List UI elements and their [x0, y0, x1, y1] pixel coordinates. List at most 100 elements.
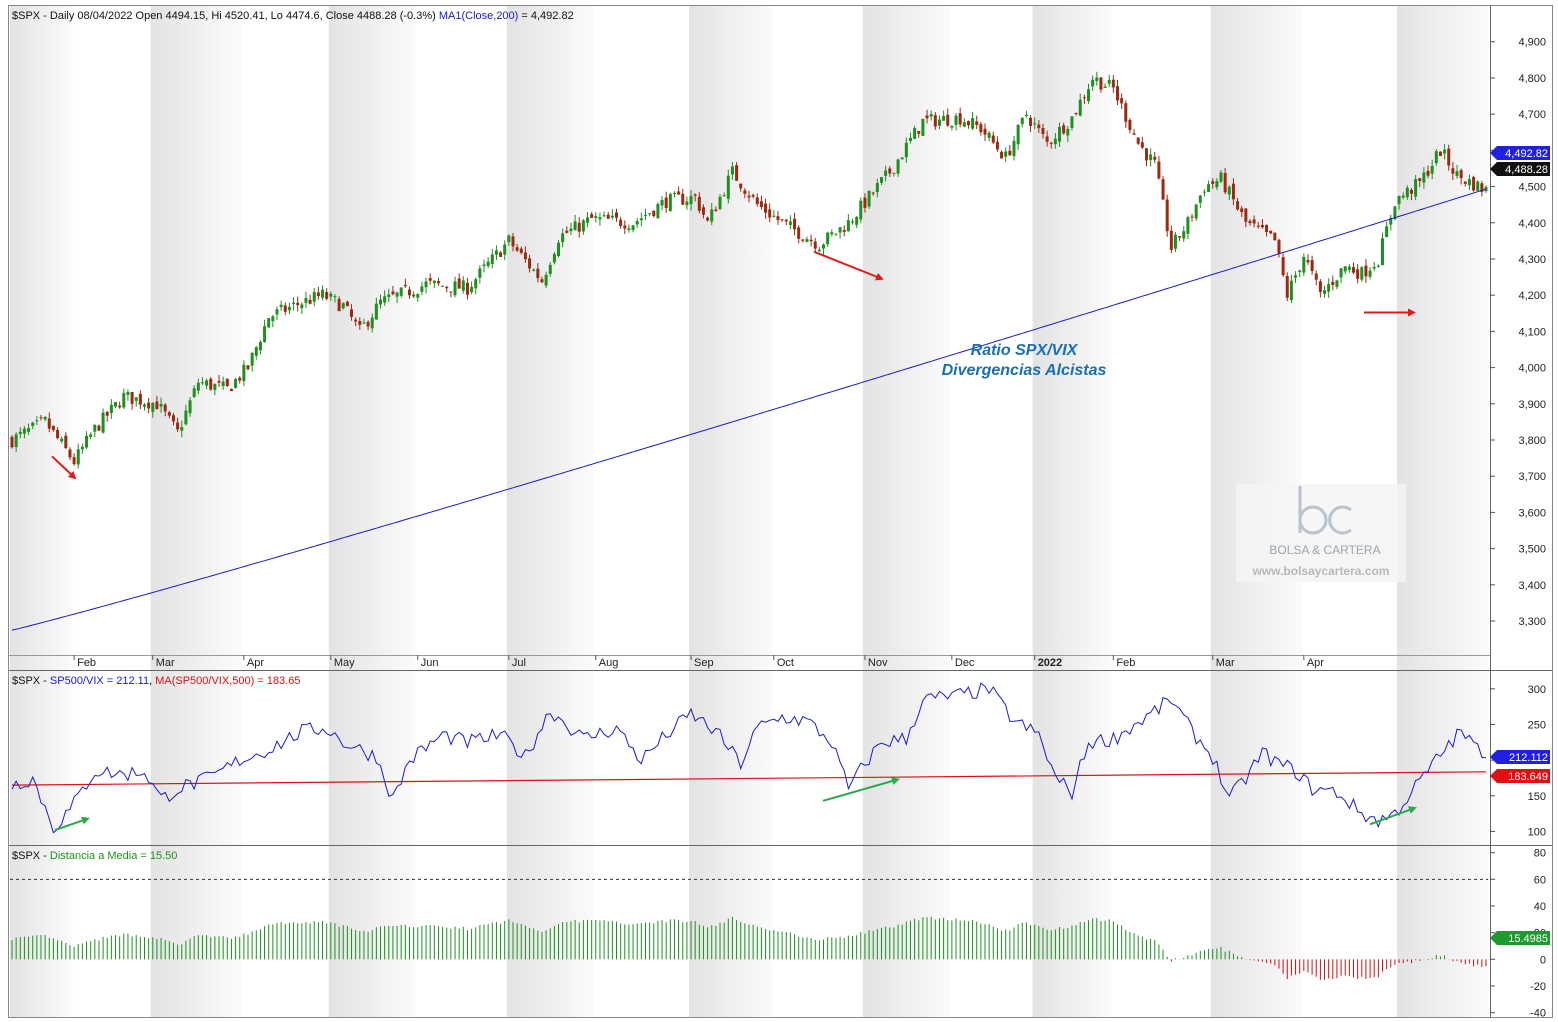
ratio-header: $SPX - SP500/VIX = 212.11, MA(SP500/VIX,…: [12, 675, 300, 687]
candle-body: [1161, 179, 1165, 200]
candle-body: [391, 291, 395, 295]
candle-body: [1070, 116, 1074, 128]
candle-body: [1020, 117, 1024, 125]
candle-body: [606, 214, 610, 219]
y-tick-label: 4,000: [1518, 363, 1546, 375]
candle-body: [581, 220, 585, 232]
candle-body: [871, 192, 875, 194]
ratio-last-label: 212.112: [1509, 752, 1548, 764]
ratio-header-ma: MA(SP500/VIX,500) = 183.65: [155, 675, 300, 687]
y-tick-label: 3,700: [1518, 471, 1546, 483]
candle-body: [590, 214, 594, 218]
candle-body: [884, 170, 888, 176]
candle-body: [1227, 186, 1231, 195]
candle-body: [486, 261, 490, 267]
candle-body: [126, 391, 130, 395]
month-label: Mar: [156, 657, 175, 669]
y-tick-label: 4,400: [1518, 218, 1546, 230]
candle-body: [254, 347, 258, 356]
candle-body: [155, 401, 159, 410]
candle-body: [35, 420, 39, 422]
candle-body: [412, 294, 416, 297]
candle-body: [217, 380, 221, 383]
candle-body: [142, 404, 146, 407]
candle-body: [1120, 98, 1124, 104]
candle-body: [1136, 137, 1140, 144]
candle-body: [598, 217, 602, 220]
candle-body: [1223, 172, 1227, 193]
candle-body: [420, 286, 424, 292]
candle-body: [1397, 196, 1401, 205]
candle-body: [896, 159, 900, 174]
candle-body: [325, 292, 329, 299]
candle-body: [461, 280, 465, 291]
candle-body: [1418, 178, 1422, 181]
candle-body: [1260, 224, 1264, 228]
candle-body: [1111, 79, 1115, 88]
candle-body: [528, 258, 532, 269]
month-label: Oct: [777, 657, 794, 669]
candle-body: [1194, 204, 1198, 219]
candle-body: [138, 393, 142, 405]
candle-body: [826, 232, 830, 245]
candle-body: [1008, 150, 1012, 156]
candle-body: [586, 217, 590, 223]
month-label: Nov: [868, 657, 888, 669]
candle-body: [1302, 257, 1306, 273]
candle-body: [515, 247, 519, 251]
candle-body: [80, 446, 84, 450]
candle-body: [358, 321, 362, 325]
candle-body: [1256, 225, 1260, 227]
candle-body: [950, 125, 954, 128]
candle-body: [366, 321, 370, 327]
candle-body: [89, 434, 93, 437]
red-arrow: [813, 250, 884, 281]
candle-body: [1472, 177, 1476, 191]
candle-body: [374, 303, 378, 320]
candle-body: [797, 227, 801, 239]
candle-body: [552, 253, 556, 263]
month-label: Jun: [421, 657, 439, 669]
candle-body: [888, 168, 892, 174]
candle-body: [817, 249, 821, 252]
candle-body: [519, 248, 523, 253]
candle-body: [1463, 181, 1467, 184]
candle-body: [1215, 181, 1219, 188]
candle-body: [1356, 269, 1360, 279]
candle-body: [577, 222, 581, 232]
y-tick-label: -40: [1530, 1008, 1546, 1020]
candle-body: [1289, 280, 1293, 301]
candle-body: [867, 191, 871, 207]
candle-body: [246, 365, 250, 370]
candle-body: [859, 200, 863, 220]
candle-body: [1339, 268, 1343, 278]
candle-body: [743, 190, 747, 194]
candle-body: [1269, 230, 1273, 234]
candle-body: [1244, 208, 1248, 222]
month-band: [862, 6, 950, 1017]
candle-body: [1318, 281, 1322, 293]
candle-body: [991, 135, 995, 143]
candle-body: [72, 457, 76, 465]
candle-body: [1372, 266, 1376, 269]
candle-body: [499, 252, 503, 257]
candle-body: [809, 239, 813, 242]
y-tick-label: 4,900: [1518, 37, 1546, 49]
month-band: [506, 6, 594, 1017]
annotation-line-2: Divergencias Alcistas: [942, 362, 1107, 379]
candle-body: [333, 296, 337, 298]
month-band: [10, 6, 73, 1017]
candle-body: [619, 219, 623, 227]
candle-body: [842, 230, 846, 232]
candle-body: [1409, 189, 1413, 194]
candle-body: [1082, 97, 1086, 99]
candle-body: [370, 317, 374, 329]
candle-body: [913, 128, 917, 139]
candle-body: [18, 431, 22, 435]
candle-body: [1211, 181, 1215, 184]
candle-body: [1132, 133, 1136, 135]
candle-body: [1294, 275, 1298, 278]
ratio-header-symbol: $SPX -: [12, 675, 50, 687]
candle-body: [925, 115, 929, 119]
candle-body: [1078, 99, 1082, 116]
